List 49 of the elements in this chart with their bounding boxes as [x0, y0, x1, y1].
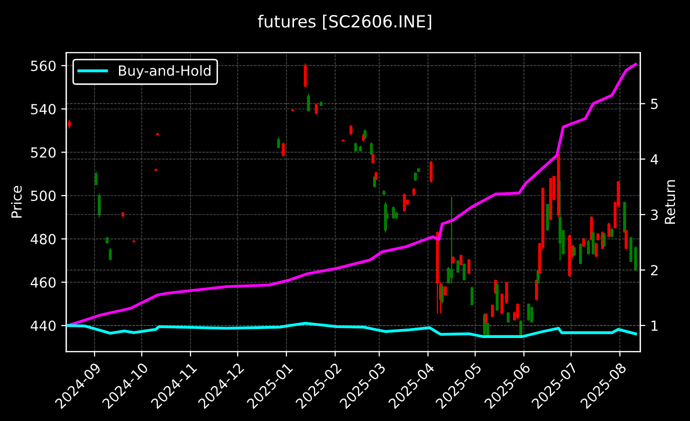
candlestick: [602, 233, 606, 247]
line-series: [66, 62, 637, 327]
candlestick: [527, 303, 530, 321]
candlestick: [349, 124, 352, 136]
candlestick: [430, 160, 433, 184]
candlestick: [392, 206, 395, 219]
y-axis-title: Price: [11, 186, 22, 218]
candlestick: [535, 280, 538, 302]
candlestick: [108, 247, 112, 262]
candlestick: [530, 306, 534, 323]
candlestick: [579, 242, 582, 264]
candlestick: [304, 62, 307, 88]
y2-tick-label: 1: [652, 320, 658, 331]
candlestick: [440, 282, 444, 304]
candlestick: [460, 254, 462, 266]
candlestick: [314, 102, 318, 115]
candlestick: [491, 304, 494, 318]
candlestick: [484, 313, 488, 324]
legend-label: Buy-and-Hold: [118, 65, 210, 79]
y-tick-label: 560: [31, 60, 56, 72]
y2-tick-label: 2: [651, 264, 658, 276]
candlestick: [277, 136, 280, 148]
y2-tick-label: 5: [651, 98, 658, 110]
candlestick: [462, 263, 466, 281]
candlestick: [624, 230, 628, 250]
candlestick: [282, 142, 285, 158]
candlestick: [594, 242, 598, 258]
y-tick-label: 440: [30, 320, 56, 332]
candlestick: [98, 192, 101, 218]
y2-axis-title: Return: [664, 180, 676, 224]
line-series: [66, 322, 637, 338]
candlestick: [370, 142, 373, 155]
candlestick: [516, 303, 520, 320]
y2-tick-label: 4: [650, 154, 658, 164]
y-tick-label: 460: [30, 277, 56, 288]
candlestick: [470, 286, 474, 306]
y-tick-label: 540: [31, 104, 56, 114]
y-tick-label: 480: [30, 234, 56, 244]
y2-tick-label: 3: [651, 210, 658, 220]
y-tick-label: 520: [31, 147, 56, 158]
candlestick: [607, 222, 610, 238]
candlestick: [94, 171, 98, 186]
candlestick: [506, 312, 510, 323]
y-tick-label: 500: [31, 190, 56, 202]
chart-title: futures [SC2606.INE]: [258, 14, 432, 30]
candlestick: [306, 93, 310, 112]
candlestick: [467, 258, 470, 274]
candlestick: [456, 260, 460, 274]
candlestick: [402, 192, 406, 212]
